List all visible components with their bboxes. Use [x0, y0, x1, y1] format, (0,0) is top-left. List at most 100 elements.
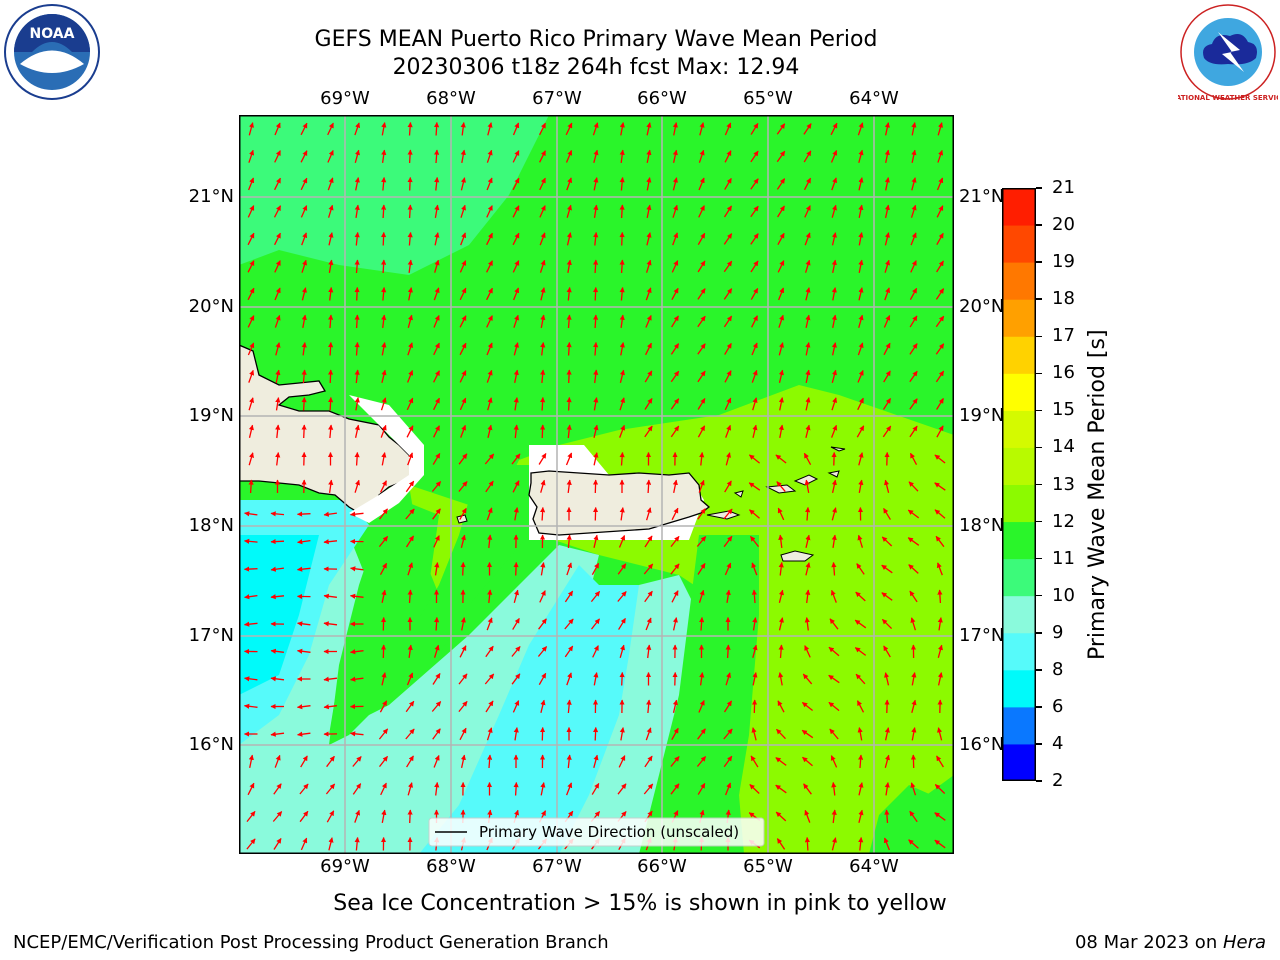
- wave-arrow: [883, 837, 891, 851]
- wave-arrow: [831, 837, 837, 851]
- wave-arrow: [458, 700, 468, 713]
- wave-arrow: [937, 589, 943, 604]
- wave-arrow: [327, 204, 334, 218]
- wave-arrow: [804, 836, 810, 851]
- wave-arrow: [645, 507, 652, 521]
- wave-arrow: [619, 286, 625, 301]
- wave-arrow: [671, 315, 679, 328]
- wave-arrow: [697, 370, 706, 383]
- wave-arrow: [486, 149, 493, 163]
- colorbar-tick-label: 8: [1052, 658, 1064, 680]
- wave-arrow: [646, 204, 652, 219]
- wave-arrow: [538, 453, 547, 465]
- wave-arrow: [380, 782, 387, 796]
- wave-arrow: [328, 232, 334, 246]
- wave-arrow: [564, 618, 574, 630]
- lon-label-bottom: 66°W: [637, 856, 687, 877]
- period-zone-10s: [239, 115, 549, 275]
- wave-arrow: [778, 342, 784, 356]
- lat-label-left: 16°N: [188, 734, 234, 755]
- wave-arrow: [458, 673, 468, 685]
- wave-arrow: [487, 534, 493, 549]
- wave-arrow: [243, 703, 258, 709]
- wave-arrow: [937, 644, 943, 658]
- wave-arrow: [619, 342, 625, 356]
- wave-arrow: [805, 589, 811, 604]
- wave-arrow: [433, 755, 440, 768]
- wave-arrow: [300, 837, 308, 851]
- wave-arrow: [831, 369, 837, 383]
- wave-arrow: [354, 314, 360, 329]
- wave-arrow: [247, 177, 255, 191]
- wave-arrow: [884, 122, 890, 136]
- period-zone-8s: [419, 565, 639, 854]
- wave-arrow: [593, 231, 599, 246]
- wave-arrow: [752, 644, 758, 658]
- wave-arrow: [803, 452, 812, 466]
- lon-label-bottom: 65°W: [743, 856, 793, 877]
- wave-arrow: [270, 511, 285, 517]
- colorbar-tick-label: 18: [1052, 288, 1075, 310]
- wave-arrow: [406, 370, 414, 383]
- footer-right: 08 Mar 2023 on Hera: [1075, 932, 1266, 953]
- wave-arrow: [434, 781, 440, 796]
- wave-arrow: [381, 589, 387, 603]
- wave-arrow: [805, 342, 811, 356]
- wave-arrow: [511, 673, 521, 685]
- wave-arrow: [593, 397, 599, 411]
- wave-arrow: [590, 618, 601, 630]
- wave-arrow: [749, 535, 760, 548]
- wave-arrow: [882, 398, 892, 410]
- wave-arrow: [805, 424, 811, 438]
- wave-arrow: [643, 563, 654, 575]
- wave-arrow: [405, 728, 415, 740]
- wave-arrow: [672, 699, 678, 713]
- wave-arrow: [407, 149, 413, 164]
- wave-arrow: [247, 315, 255, 328]
- wave-arrow: [405, 480, 415, 493]
- wave-arrow: [511, 453, 521, 465]
- wave-arrow: [248, 397, 255, 411]
- wave-arrow: [909, 590, 918, 603]
- wave-arrow: [778, 644, 784, 659]
- wave-arrow: [301, 424, 307, 439]
- wave-arrow: [432, 452, 441, 465]
- wave-arrow: [460, 424, 467, 438]
- wave-arrow: [619, 727, 625, 741]
- wave-arrow: [883, 315, 891, 328]
- wave-arrow: [697, 260, 706, 273]
- wave-arrow: [724, 480, 732, 493]
- wave-arrow: [486, 342, 493, 356]
- culebra-island: [733, 490, 744, 498]
- wave-arrow: [486, 177, 493, 191]
- wave-arrow: [750, 178, 759, 190]
- wave-arrow: [540, 782, 546, 796]
- wave-arrow: [698, 589, 705, 603]
- wave-arrow: [432, 673, 441, 685]
- wave-arrow: [407, 782, 414, 796]
- wave-arrow: [934, 509, 946, 519]
- wave-arrow: [272, 811, 283, 822]
- wave-arrow: [831, 781, 837, 796]
- wave-arrow: [566, 232, 572, 246]
- wave-arrow: [564, 590, 574, 603]
- wave-arrow: [301, 314, 307, 329]
- wave-arrow: [858, 479, 864, 494]
- wave-arrow: [486, 232, 493, 246]
- wave-arrow: [884, 287, 891, 301]
- lon-label-top: 68°W: [426, 88, 476, 109]
- wave-arrow: [433, 644, 440, 658]
- wave-arrow: [354, 341, 360, 356]
- wave-arrow: [380, 480, 387, 493]
- colorbar-tick-mark: [1036, 409, 1042, 412]
- wave-arrow: [459, 727, 467, 741]
- wave-arrow: [831, 177, 838, 191]
- wave-arrow: [323, 676, 338, 682]
- wave-arrow: [407, 452, 414, 466]
- wave-arrow: [858, 452, 864, 466]
- wave-arrow: [778, 369, 784, 383]
- wave-arrow: [803, 783, 812, 795]
- wave-arrow: [645, 727, 652, 741]
- wave-arrow: [540, 699, 546, 713]
- wave-arrow: [299, 783, 309, 795]
